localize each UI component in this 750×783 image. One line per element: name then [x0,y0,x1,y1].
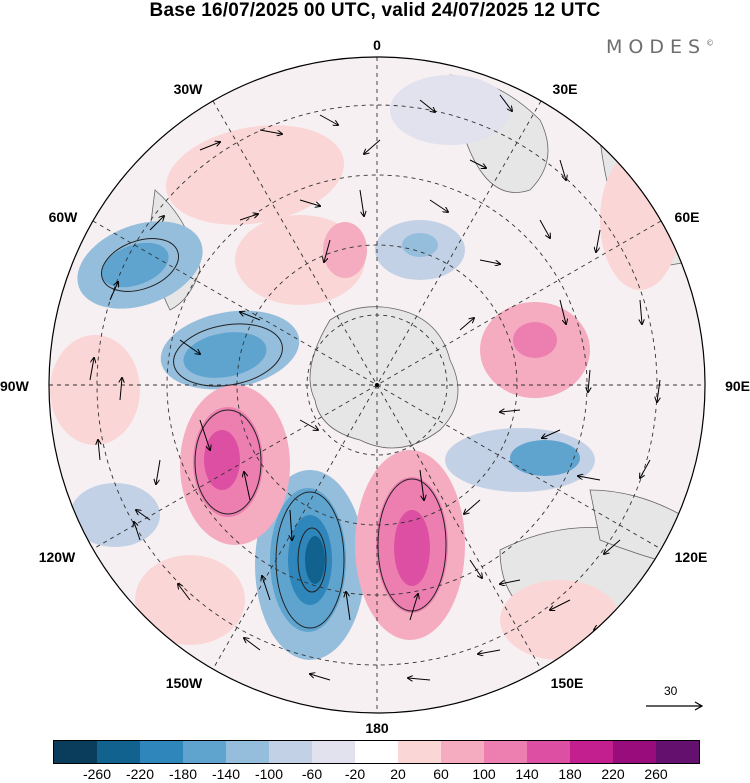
lon-label-150e: 150E [551,675,584,691]
colorbar-tick-label: 140 [515,766,539,782]
lon-label-30w: 30W [174,81,204,97]
wind-vectors [89,94,660,680]
colorbar-swatch [613,741,656,763]
colorbar-tick-label: -140 [211,766,241,782]
colorbar-tick-label: 100 [472,766,496,782]
reference-vector-arrow [646,701,704,711]
colorbar [53,740,700,764]
lon-label-120w: 120W [39,549,76,565]
colorbar-swatch [183,741,226,763]
colorbar-swatch [527,741,570,763]
south-pole-marker [375,383,379,387]
lon-label-150w: 150W [166,675,203,691]
colorbar-swatch [570,741,613,763]
colorbar-tick-label: 260 [644,766,668,782]
longitude-labels: 0 180 90W 90E 30W 60W 30E 60E 120W 150W … [0,37,750,736]
lon-label-180: 180 [365,720,389,736]
brand-text: MODES [606,36,707,58]
colorbar-swatch [656,741,699,763]
colorbar-tick-label: 60 [433,766,449,782]
colorbar-swatch [484,741,527,763]
anomaly-field [49,57,705,713]
modes-logo: MODES© [606,36,714,58]
lon-label-60e: 60E [675,209,700,225]
colorbar-tick-label: -60 [301,766,323,782]
map-title: Base 16/07/2025 00 UTC, valid 24/07/2025… [149,0,601,21]
colorbar-swatch [269,741,312,763]
colorbar-ticks: -260 -220 -180 -140 -100 -60 -20 20 60 100 140 180 2… [0,766,750,783]
colorbar-swatch [312,741,355,763]
colorbar-tick-label: -20 [344,766,366,782]
colorbar-swatch [140,741,183,763]
colorbar-tick-label: -180 [168,766,198,782]
colorbar-swatch [54,741,97,763]
colorbar-swatch [97,741,140,763]
colorbar-tick-label: 180 [558,766,582,782]
brand-mark: © [706,38,715,48]
lon-label-30e: 30E [553,81,578,97]
lon-label-0: 0 [373,37,381,53]
lon-label-90w: 90W [0,378,30,394]
lon-label-90e: 90E [725,378,750,394]
map-boundary [48,56,706,714]
colorbar-swatch [355,741,398,763]
colorbar-tick-label: -260 [82,766,112,782]
colorbar-swatch [226,741,269,763]
colorbar-tick-label: -220 [125,766,155,782]
colorbar-tick-label: -100 [254,766,284,782]
colorbar-tick-label: 20 [390,766,406,782]
colorbar-swatch [398,741,441,763]
colorbar-tick-label: 220 [601,766,625,782]
lon-label-60w: 60W [49,209,79,225]
lon-label-120e: 120E [675,549,708,565]
reference-vector-label: 30 [664,684,678,698]
colorbar-swatch [441,741,484,763]
